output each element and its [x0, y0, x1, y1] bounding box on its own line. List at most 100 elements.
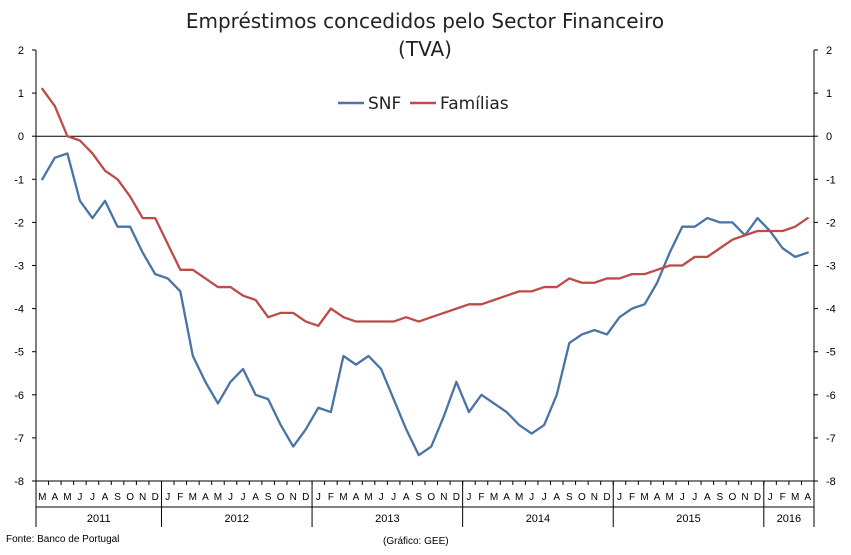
month-label: J	[466, 492, 471, 503]
right-tick-label: -8	[826, 476, 836, 488]
year-label: 2014	[526, 513, 550, 525]
month-label: D	[603, 492, 610, 503]
month-label: O	[427, 492, 435, 503]
credit-note: (Gráfico: GEE)	[383, 536, 449, 547]
right-tick-label: 1	[826, 88, 832, 100]
legend: SNF Famílias	[338, 94, 509, 114]
left-tick-label: 1	[18, 88, 24, 100]
month-label: N	[591, 492, 598, 503]
left-tick-label: -1	[14, 174, 24, 186]
month-label: M	[490, 492, 498, 503]
month-label: J	[379, 492, 384, 503]
chart-subtitle: (TVA)	[398, 37, 452, 61]
month-label: F	[177, 492, 183, 503]
month-label: D	[152, 492, 159, 503]
month-label: D	[302, 492, 309, 503]
month-label: O	[578, 492, 586, 503]
year-label: 2016	[777, 513, 801, 525]
month-label: S	[717, 492, 724, 503]
legend-label-snf: SNF	[368, 94, 401, 114]
month-label: J	[316, 492, 321, 503]
month-label: F	[629, 492, 635, 503]
right-axis-ticks: 2 1 0 -1 -2 -3 -4 -5 -6 -7 -8	[814, 45, 836, 488]
month-label: A	[804, 492, 811, 503]
left-tick-label: -8	[14, 476, 24, 488]
right-tick-label: -2	[826, 217, 836, 229]
month-label: D	[453, 492, 460, 503]
month-label: J	[77, 492, 82, 503]
month-label: A	[252, 492, 259, 503]
month-label: S	[415, 492, 422, 503]
month-label: M	[38, 492, 46, 503]
year-label: 2013	[375, 513, 399, 525]
month-label: M	[339, 492, 347, 503]
month-label: N	[290, 492, 297, 503]
month-label: A	[654, 492, 661, 503]
right-tick-label: -7	[826, 433, 836, 445]
month-label: J	[680, 492, 685, 503]
month-label: N	[440, 492, 447, 503]
left-tick-label: -6	[14, 390, 24, 402]
month-label: J	[542, 492, 547, 503]
month-label: M	[640, 492, 648, 503]
series-lines	[41, 87, 809, 457]
month-label: M	[214, 492, 222, 503]
year-label: 2011	[87, 513, 111, 525]
month-label: O	[126, 492, 134, 503]
right-tick-label: -5	[826, 347, 836, 359]
month-label: M	[666, 492, 674, 503]
month-label: S	[265, 492, 272, 503]
legend-label-familias: Famílias	[440, 94, 509, 114]
month-label: J	[228, 492, 233, 503]
month-label: F	[478, 492, 484, 503]
series-line-snf	[41, 152, 809, 457]
month-label: J	[768, 492, 773, 503]
month-label: A	[704, 492, 711, 503]
month-label: J	[391, 492, 396, 503]
chart-title: Empréstimos concedidos pelo Sector Finan…	[186, 9, 664, 33]
right-tick-label: 2	[826, 45, 832, 57]
left-tick-label: -2	[14, 217, 24, 229]
month-label: F	[328, 492, 334, 503]
right-tick-label: -3	[826, 261, 836, 273]
right-tick-label: 0	[826, 131, 832, 143]
month-label: M	[791, 492, 799, 503]
month-label: J	[241, 492, 246, 503]
left-tick-label: 2	[18, 45, 24, 57]
left-tick-label: 0	[18, 131, 24, 143]
right-tick-label: -1	[826, 174, 836, 186]
month-label: N	[139, 492, 146, 503]
month-label: J	[90, 492, 95, 503]
right-tick-label: -4	[826, 304, 836, 316]
month-label: S	[566, 492, 573, 503]
month-label: A	[403, 492, 410, 503]
month-label: O	[729, 492, 737, 503]
month-label: A	[353, 492, 360, 503]
left-axis-ticks: 2 1 0 -1 -2 -3 -4 -5 -6 -7 -8	[14, 45, 36, 488]
month-label: M	[189, 492, 197, 503]
month-label: A	[102, 492, 109, 503]
month-label: D	[754, 492, 761, 503]
month-label: A	[503, 492, 510, 503]
month-label: J	[617, 492, 622, 503]
left-tick-label: -3	[14, 261, 24, 273]
series-line-familias	[41, 87, 809, 327]
month-label: J	[529, 492, 534, 503]
chart-axes	[35, 50, 815, 527]
month-label: J	[165, 492, 170, 503]
month-label: J	[692, 492, 697, 503]
month-label: N	[741, 492, 748, 503]
month-label: M	[364, 492, 372, 503]
month-label: F	[780, 492, 786, 503]
month-label: A	[553, 492, 560, 503]
month-label: A	[51, 492, 58, 503]
month-label: S	[114, 492, 121, 503]
month-label: M	[515, 492, 523, 503]
left-tick-label: -7	[14, 433, 24, 445]
month-label: M	[63, 492, 71, 503]
month-label: A	[202, 492, 209, 503]
year-label: 2015	[676, 513, 700, 525]
right-tick-label: -6	[826, 390, 836, 402]
